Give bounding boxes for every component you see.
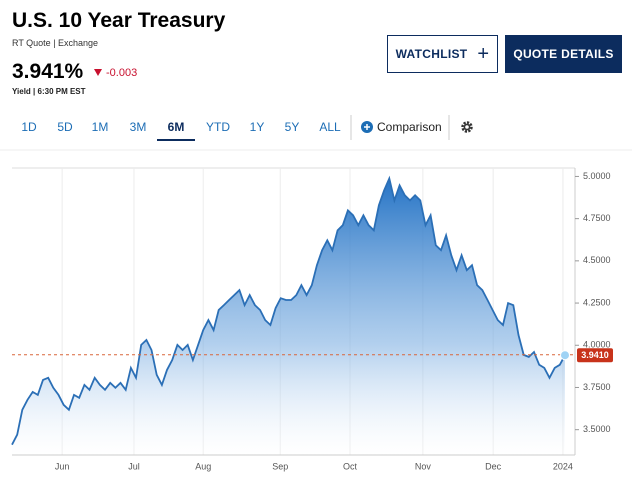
quote-details-button[interactable]: QUOTE DETAILS bbox=[505, 35, 622, 73]
down-arrow bbox=[94, 69, 102, 76]
range-tab[interactable]: 3M bbox=[129, 120, 147, 134]
range-tab[interactable]: 1M bbox=[91, 120, 109, 134]
range-tab[interactable]: ALL bbox=[319, 120, 341, 134]
range-tab[interactable]: 5Y bbox=[284, 120, 300, 134]
range-tab[interactable]: YTD bbox=[206, 120, 230, 134]
range-tab[interactable]: 1D bbox=[21, 120, 37, 134]
x-tick-label: Oct bbox=[343, 461, 358, 471]
price: 3.941% bbox=[12, 60, 84, 83]
y-tick-label: 4.5000 bbox=[583, 255, 611, 265]
range-tab[interactable]: 6M bbox=[167, 120, 185, 134]
subtitle: RT Quote | Exchange bbox=[12, 38, 99, 48]
price-badge bbox=[577, 348, 613, 363]
x-tick-label: Sep bbox=[272, 461, 288, 471]
watchlist-button[interactable]: WATCHLIST + bbox=[387, 35, 498, 73]
change: -0.003 bbox=[106, 67, 138, 79]
comparison-plus bbox=[364, 124, 370, 130]
title: U.S. 10 Year Treasury bbox=[12, 9, 226, 32]
x-tick-label: Jul bbox=[128, 461, 140, 471]
area bbox=[12, 178, 565, 455]
meta: Yield | 6:30 PM EST bbox=[12, 87, 86, 96]
y-tick-label: 5.0000 bbox=[583, 171, 611, 181]
x-tick-label: Jun bbox=[55, 461, 70, 471]
y-tick-label: 4.0000 bbox=[583, 340, 611, 350]
last-point bbox=[560, 350, 570, 361]
settings-icon[interactable] bbox=[461, 121, 473, 133]
x-tick-label: Aug bbox=[195, 461, 211, 471]
y-tick-label: 4.7500 bbox=[583, 213, 611, 223]
button-label: QUOTE DETAILS bbox=[513, 47, 614, 61]
plus-icon: + bbox=[477, 42, 490, 65]
y-tick-label: 3.5000 bbox=[583, 424, 611, 434]
range-tab[interactable]: 5D bbox=[57, 120, 73, 134]
x-tick-label: Nov bbox=[415, 461, 432, 471]
x-tick-label: Dec bbox=[485, 461, 502, 471]
y-tick-label: 4.2500 bbox=[583, 297, 611, 307]
line bbox=[11, 175, 566, 446]
button-label: WATCHLIST bbox=[395, 47, 468, 61]
x-tick-label: 2024 bbox=[553, 461, 573, 471]
range-tab[interactable]: 1Y bbox=[249, 120, 265, 134]
price-badge-label: 3.9410 bbox=[581, 350, 609, 360]
comparison[interactable]: Comparison bbox=[377, 120, 442, 134]
y-tick-label: 3.7500 bbox=[583, 382, 611, 392]
active-underline bbox=[157, 139, 195, 141]
